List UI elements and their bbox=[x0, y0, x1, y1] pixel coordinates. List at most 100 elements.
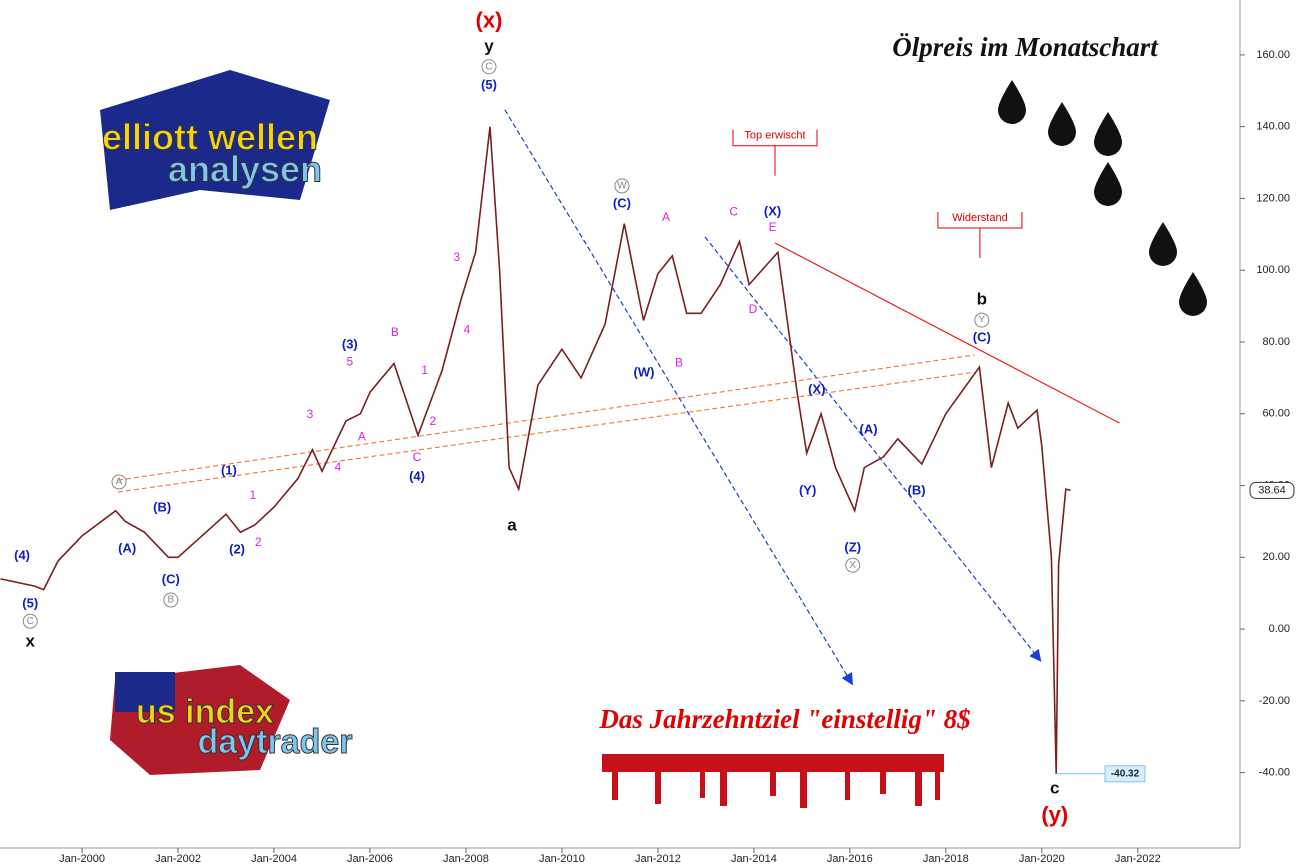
wave-label: (X) bbox=[764, 204, 781, 219]
x-tick-label: Jan-2012 bbox=[635, 853, 681, 865]
wave-label: (5) bbox=[481, 77, 497, 92]
wave-label: Y bbox=[978, 315, 985, 326]
x-tick-label: Jan-2018 bbox=[923, 853, 969, 865]
low-price-label: -40.32 bbox=[1111, 768, 1140, 779]
wave-label: C bbox=[485, 61, 492, 72]
y-tick-label: -40.00 bbox=[1259, 767, 1290, 779]
y-tick-label: 60.00 bbox=[1262, 408, 1290, 420]
x-tick-label: Jan-2002 bbox=[155, 853, 201, 865]
wave-label: B bbox=[167, 595, 174, 606]
wave-circle bbox=[845, 557, 861, 573]
wave-label: (x) bbox=[476, 8, 503, 33]
low-price-box bbox=[1104, 765, 1146, 783]
wave-label: A bbox=[662, 210, 670, 224]
wave-label: 5 bbox=[346, 354, 353, 368]
wave-label: Top erwischt bbox=[744, 130, 805, 142]
logo-us bbox=[110, 665, 290, 775]
price-line bbox=[0, 126, 1071, 774]
wave-label: (C) bbox=[973, 329, 991, 344]
wave-label: (C) bbox=[613, 195, 631, 210]
wave-circle bbox=[614, 178, 630, 194]
x-tick-label: Jan-2000 bbox=[59, 853, 105, 865]
wave-label: (B) bbox=[908, 482, 926, 497]
wave-label: 4 bbox=[464, 322, 471, 336]
wave-circle bbox=[481, 59, 497, 75]
wave-label: (W) bbox=[634, 364, 655, 379]
y-tick-label: 0.00 bbox=[1269, 623, 1290, 635]
x-tick-label: Jan-2004 bbox=[251, 853, 297, 865]
note-bracket bbox=[732, 129, 818, 176]
y-tick-label: 160.00 bbox=[1256, 49, 1290, 61]
wave-label: (4) bbox=[409, 468, 425, 483]
wave-label: W bbox=[617, 181, 627, 192]
wave-circle bbox=[974, 312, 990, 328]
wave-label: y bbox=[484, 36, 494, 55]
wave-label: (1) bbox=[221, 463, 237, 478]
y-tick-label: -20.00 bbox=[1259, 695, 1290, 707]
wave-circle bbox=[22, 613, 38, 629]
blood-bar bbox=[602, 754, 944, 808]
wave-label: (4) bbox=[14, 548, 30, 563]
x-tick-label: Jan-2014 bbox=[731, 853, 777, 865]
wave-label: E bbox=[769, 220, 777, 234]
wave-label: a bbox=[507, 516, 517, 535]
wave-label: 2 bbox=[430, 414, 437, 428]
x-tick-label: Jan-2022 bbox=[1115, 853, 1161, 865]
wave-label: D bbox=[749, 302, 758, 316]
wave-label: (Z) bbox=[844, 539, 861, 554]
wave-label: (y) bbox=[1041, 802, 1068, 827]
wave-label: Widerstand bbox=[952, 212, 1008, 224]
logo-elliott bbox=[100, 70, 330, 210]
logo-text: us index bbox=[136, 693, 274, 731]
wave-label: 1 bbox=[421, 363, 428, 377]
chart-subtitle: Das Jahrzehntziel "einstellig" 8$ bbox=[598, 704, 970, 734]
logo-text: elliott wellen bbox=[102, 117, 318, 158]
wave-label: (5) bbox=[22, 595, 38, 610]
y-tick-label: 140.00 bbox=[1256, 121, 1290, 133]
last-price-label: 38.64 bbox=[1258, 484, 1286, 496]
y-tick-label: 80.00 bbox=[1262, 336, 1290, 348]
logo-text: daytrader bbox=[198, 723, 353, 761]
wave-label: X bbox=[849, 560, 856, 571]
chart-title: Ölpreis im Monatschart bbox=[892, 32, 1159, 62]
wave-label: (A) bbox=[860, 421, 878, 436]
wave-label: (B) bbox=[153, 500, 171, 515]
y-tick-label: 20.00 bbox=[1262, 551, 1290, 563]
wave-label: 4 bbox=[334, 460, 341, 474]
wave-label: 1 bbox=[250, 488, 257, 502]
last-price-box bbox=[1249, 481, 1295, 499]
wave-label: 3 bbox=[453, 250, 460, 264]
wave-label: (2) bbox=[229, 542, 245, 557]
wave-label: 2 bbox=[255, 535, 262, 549]
wave-label: x bbox=[25, 631, 35, 650]
wave-circle bbox=[111, 474, 127, 490]
x-tick-label: Jan-2010 bbox=[539, 853, 585, 865]
trend-line bbox=[704, 236, 1042, 662]
wave-label: C bbox=[27, 616, 34, 627]
wave-label: (3) bbox=[342, 336, 358, 351]
x-tick-label: Jan-2006 bbox=[347, 853, 393, 865]
wave-label: A bbox=[116, 477, 123, 488]
drops bbox=[998, 80, 1207, 316]
note-bracket bbox=[937, 211, 1023, 258]
wave-label: 3 bbox=[307, 407, 314, 421]
wave-label: b bbox=[977, 289, 987, 308]
wave-label: C bbox=[413, 450, 422, 464]
wave-circle bbox=[163, 592, 179, 608]
wave-label: (X) bbox=[808, 382, 825, 397]
wave-label: (C) bbox=[162, 571, 180, 586]
wave-label: B bbox=[391, 325, 399, 339]
trend-line bbox=[774, 242, 1120, 424]
y-tick-label: 120.00 bbox=[1256, 192, 1290, 204]
wave-label: B bbox=[675, 355, 683, 369]
wave-label: (Y) bbox=[799, 482, 816, 497]
trend-line bbox=[117, 371, 975, 493]
trend-line bbox=[117, 354, 975, 481]
y-tick-label: 100.00 bbox=[1256, 264, 1290, 276]
x-tick-label: Jan-2020 bbox=[1019, 853, 1065, 865]
x-tick-label: Jan-2008 bbox=[443, 853, 489, 865]
x-tick-label: Jan-2016 bbox=[827, 853, 873, 865]
wave-label: A bbox=[358, 429, 366, 443]
wave-label: (A) bbox=[118, 541, 136, 556]
